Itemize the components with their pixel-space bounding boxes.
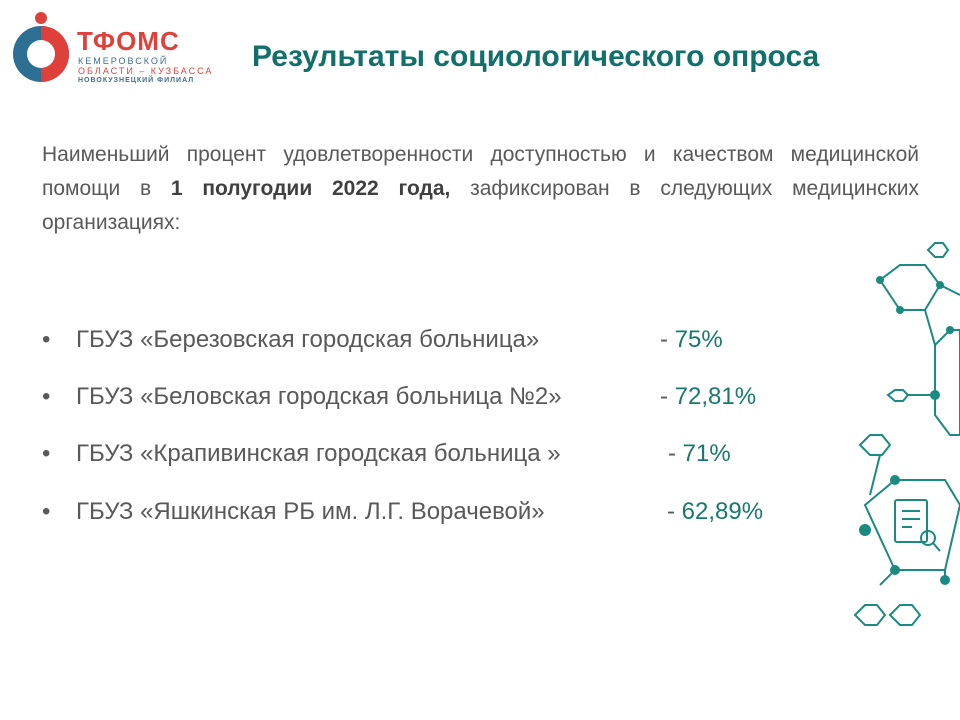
item-name: ГБУЗ «Яшкинская РБ им. Л.Г. Ворачевой»	[76, 498, 545, 525]
item-name: ГБУЗ «Беловская городская больница №2»	[76, 383, 562, 410]
item-name: ГБУЗ «Березовская городская больница»	[76, 326, 540, 353]
logo-name: ТФОМС	[77, 26, 180, 56]
item-result: - 62,89%	[667, 498, 763, 526]
bullet: •	[42, 440, 51, 467]
item-dash: -	[667, 498, 675, 525]
item-value: 75%	[674, 326, 723, 353]
intro-text: зафиксирован в следующих медицинских орг…	[42, 177, 919, 234]
item-dash: -	[660, 383, 668, 410]
intro-text: Наименьший процент удовлетворенности дос…	[42, 143, 919, 200]
item-result: - 71%	[668, 440, 731, 468]
item-value: 72,81%	[674, 383, 757, 410]
item-dash: -	[668, 440, 676, 467]
bullet: •	[42, 326, 51, 353]
title: Результаты социологического опроса	[252, 40, 820, 73]
logo-line: КЕМЕРОВСКОЙ	[78, 56, 169, 66]
bullet: •	[42, 383, 51, 410]
logo-line: ОБЛАСТИ – КУЗБАССА	[78, 66, 214, 76]
intro-bold: 1 полугодии 2022 года,	[170, 177, 451, 200]
item-result: - 72,81%	[660, 383, 756, 411]
logo-line: НОВОКУЗНЕЦКИЙ ФИЛИАЛ	[78, 77, 195, 84]
bullet: •	[42, 498, 51, 525]
hex-decoration	[853, 242, 960, 626]
intro: Наименьший процент удовлетворенности дос…	[42, 138, 919, 240]
item-name: ГБУЗ «Крапивинская городская больница »	[76, 440, 561, 467]
logo-icon	[13, 12, 69, 82]
item-value: 71%	[682, 440, 731, 467]
item-dash: -	[660, 326, 668, 353]
item-value: 62,89%	[681, 498, 764, 525]
item-result: - 75%	[660, 326, 723, 354]
